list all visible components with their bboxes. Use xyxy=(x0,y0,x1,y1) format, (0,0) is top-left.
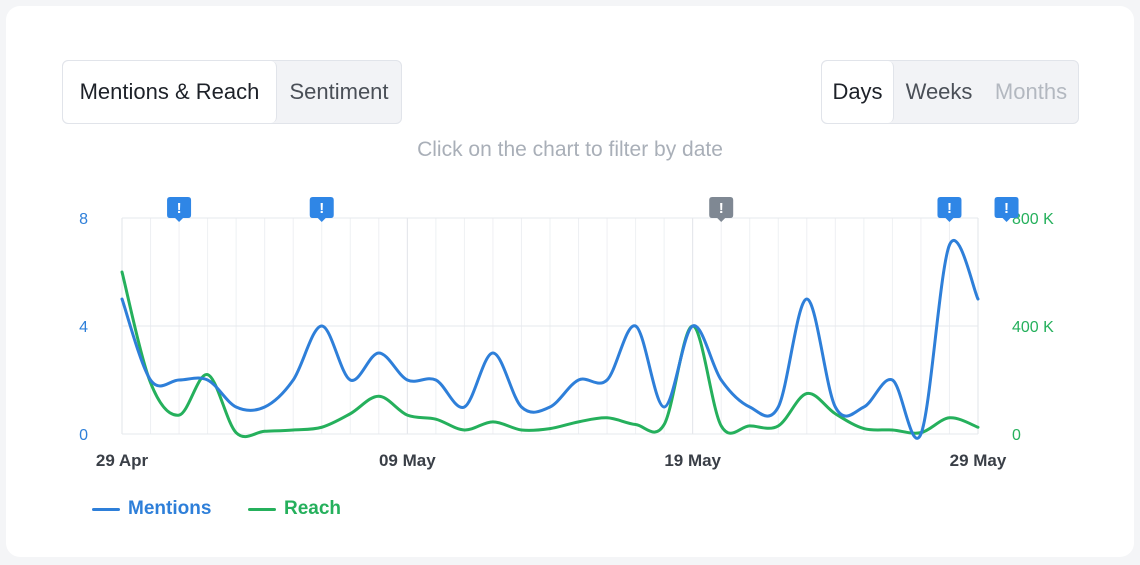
x-tick-label: 19 May xyxy=(664,451,721,470)
reach-point[interactable] xyxy=(461,427,467,433)
reach-point[interactable] xyxy=(690,323,696,329)
alert-marker-icon[interactable]: ! xyxy=(709,197,734,222)
y-left-tick-label: 8 xyxy=(79,211,88,228)
mentions-point[interactable] xyxy=(119,296,125,302)
reach-point[interactable] xyxy=(176,412,182,418)
reach-point[interactable] xyxy=(861,426,867,432)
legend-reach-label: Reach xyxy=(284,498,342,519)
reach-point[interactable] xyxy=(347,411,353,417)
mentions-point[interactable] xyxy=(433,377,439,383)
legend-mentions-label: Mentions xyxy=(128,498,212,519)
reach-point[interactable] xyxy=(119,269,125,275)
alert-marker-icon[interactable]: ! xyxy=(994,197,1019,222)
reach-point[interactable] xyxy=(918,430,924,436)
x-tick-label: 29 May xyxy=(950,451,1007,470)
reach-point[interactable] xyxy=(804,391,810,397)
reach-point[interactable] xyxy=(747,423,753,429)
tab-mentions-reach[interactable]: Mentions & Reach xyxy=(63,61,277,123)
reach-point[interactable] xyxy=(319,424,325,430)
reach-point[interactable] xyxy=(604,415,610,421)
y-left-tick-label: 4 xyxy=(79,319,88,336)
tab-weeks[interactable]: Weeks xyxy=(905,79,973,104)
mentions-point[interactable] xyxy=(547,404,553,410)
mentions-point[interactable] xyxy=(576,377,582,383)
reach-point[interactable] xyxy=(661,422,667,428)
x-tick-label: 09 May xyxy=(379,451,436,470)
tab-sentiment[interactable]: Sentiment xyxy=(289,79,389,104)
alert-marker-icon[interactable]: ! xyxy=(309,197,334,222)
mentions-point[interactable] xyxy=(633,323,639,329)
reach-series-line[interactable] xyxy=(120,270,980,438)
reach-point[interactable] xyxy=(148,380,154,386)
mentions-point[interactable] xyxy=(775,404,781,410)
mentions-point[interactable] xyxy=(861,404,867,410)
reach-point[interactable] xyxy=(205,372,211,378)
mentions-point[interactable] xyxy=(975,296,981,302)
reach-point[interactable] xyxy=(233,430,239,436)
mentions-point[interactable] xyxy=(461,404,467,410)
reach-point[interactable] xyxy=(946,415,952,421)
y-left-tick-label: 0 xyxy=(79,427,88,444)
mentions-point[interactable] xyxy=(290,377,296,383)
mentions-point[interactable] xyxy=(518,404,524,410)
mentions-point[interactable] xyxy=(946,242,952,248)
y-right-tick-label: 0 xyxy=(1012,427,1021,444)
reach-point[interactable] xyxy=(490,419,496,425)
alert-marker-symbol: ! xyxy=(1004,200,1009,217)
mentions-point[interactable] xyxy=(747,404,753,410)
mentions-point[interactable] xyxy=(661,404,667,410)
mentions-point[interactable] xyxy=(604,377,610,383)
legend-mentions[interactable]: Mentions xyxy=(92,498,211,520)
reach-point[interactable] xyxy=(975,424,981,430)
alert-marker-icon[interactable]: ! xyxy=(167,197,192,222)
reach-point[interactable] xyxy=(433,416,439,422)
mentions-point[interactable] xyxy=(889,377,895,383)
reach-point[interactable] xyxy=(376,393,382,399)
mentions-point[interactable] xyxy=(233,404,239,410)
reach-point[interactable] xyxy=(775,423,781,429)
alert-marker-icon[interactable]: ! xyxy=(937,197,962,222)
period-tabs: Days Weeks Months xyxy=(821,60,1079,124)
mentions-point[interactable] xyxy=(490,350,496,356)
legend-reach[interactable]: Reach xyxy=(248,498,341,520)
tab-days[interactable]: Days xyxy=(822,61,894,123)
mentions-point[interactable] xyxy=(718,377,724,383)
mentions-point[interactable] xyxy=(804,296,810,302)
mentions-series-line[interactable] xyxy=(120,239,980,440)
mentions-point[interactable] xyxy=(262,404,268,410)
metric-tabs: Mentions & Reach Sentiment xyxy=(62,60,402,124)
y-right-tick-label: 800 K xyxy=(1012,211,1054,228)
y-right-tick-label: 400 K xyxy=(1012,319,1054,336)
reach-point[interactable] xyxy=(889,427,895,433)
mentions-point[interactable] xyxy=(832,404,838,410)
chart-hint: Click on the chart to filter by date xyxy=(417,138,723,161)
mentions-point[interactable] xyxy=(404,377,410,383)
reach-point[interactable] xyxy=(518,427,524,433)
alert-marker-symbol: ! xyxy=(947,200,952,217)
reach-point[interactable] xyxy=(832,411,838,417)
alert-marker-symbol: ! xyxy=(319,200,324,217)
reach-point[interactable] xyxy=(633,422,639,428)
reach-point[interactable] xyxy=(576,419,582,425)
reach-point[interactable] xyxy=(290,427,296,433)
mentions-swatch xyxy=(92,507,120,511)
mentions-point[interactable] xyxy=(205,377,211,383)
x-tick-label: 29 Apr xyxy=(96,451,149,470)
reach-swatch xyxy=(248,507,276,511)
mentions-point[interactable] xyxy=(176,377,182,383)
reach-point[interactable] xyxy=(718,423,724,429)
reach-point[interactable] xyxy=(404,412,410,418)
reach-point[interactable] xyxy=(547,426,553,432)
mentions-point[interactable] xyxy=(376,350,382,356)
mentions-point[interactable] xyxy=(347,377,353,383)
reach-point[interactable] xyxy=(262,428,268,434)
alert-marker-symbol: ! xyxy=(177,200,182,217)
tab-months: Months xyxy=(994,79,1068,104)
mentions-point[interactable] xyxy=(319,323,325,329)
alert-marker-symbol: ! xyxy=(719,200,724,217)
